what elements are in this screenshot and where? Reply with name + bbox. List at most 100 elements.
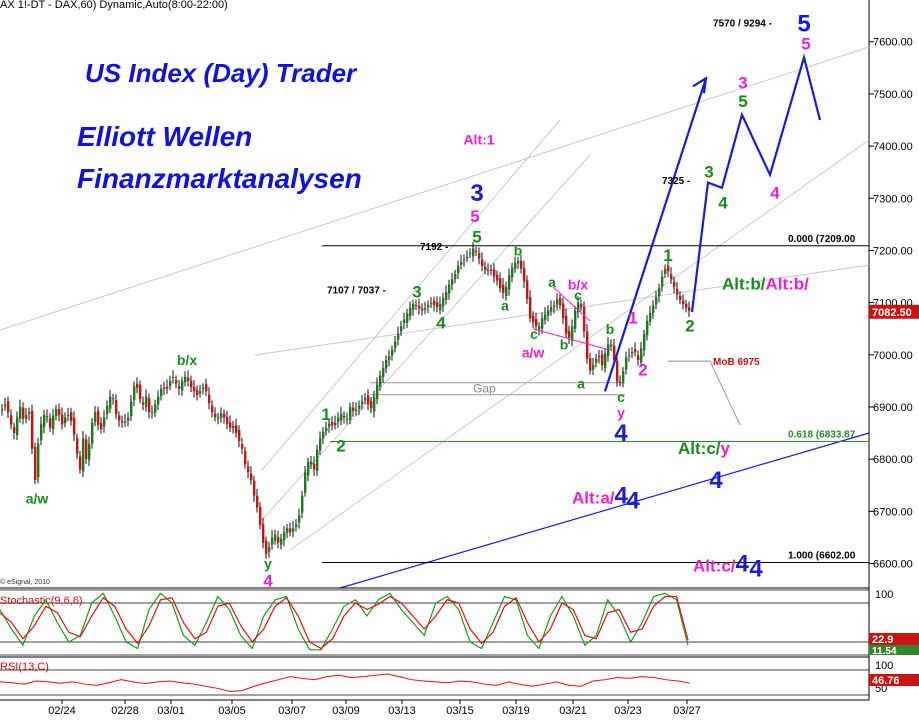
candle-body <box>100 422 103 430</box>
alt-wave-label-part: y <box>721 439 731 458</box>
candle-body <box>556 299 559 305</box>
rsi-value-box <box>869 674 919 686</box>
candle-body <box>469 253 472 255</box>
candle-body <box>262 524 265 543</box>
x-tick-label: 03/13 <box>388 705 416 717</box>
gap-label: Gap <box>473 382 496 396</box>
candle-body <box>370 401 373 409</box>
trend-channel-line <box>289 139 870 551</box>
candle-body <box>520 260 523 269</box>
candle-body <box>274 534 277 541</box>
wave-label: 4 <box>770 183 780 202</box>
last-price-label: 7082.50 <box>872 307 912 319</box>
candle-body <box>619 381 622 383</box>
stochastic-series-line <box>0 592 689 651</box>
wave-label: 1 <box>663 246 672 265</box>
candle-body <box>253 480 256 496</box>
price-level-label: 7570 / 9294 - <box>713 18 772 29</box>
stochastic-value-label: 22.9 <box>872 634 893 646</box>
candle-body <box>307 461 310 476</box>
candle-body <box>199 391 202 394</box>
candle-body <box>19 406 22 419</box>
candle-body <box>64 417 67 424</box>
x-tick-label: 03/01 <box>157 705 185 717</box>
wave-label: b <box>606 321 615 337</box>
candle-body <box>679 296 682 301</box>
candle-body <box>241 444 244 449</box>
candle-body <box>334 422 337 426</box>
candle-body <box>508 275 511 290</box>
candle-body <box>112 398 115 400</box>
candle-body <box>325 427 328 432</box>
wave-label: 4 <box>614 420 628 447</box>
candle-body <box>304 472 307 493</box>
candle-body <box>142 402 145 405</box>
candle-body <box>94 412 97 423</box>
wave-label: b <box>514 243 523 259</box>
wave-label: a/w <box>26 491 49 507</box>
wave-label: c <box>574 287 582 303</box>
candle-body <box>658 288 661 297</box>
x-tick-label: 03/05 <box>218 705 246 717</box>
stochastic-value-box-2 <box>869 645 919 655</box>
candle-body <box>298 515 301 523</box>
candle-body <box>448 284 451 294</box>
candle-body <box>484 266 487 271</box>
y-tick-label: 6800.00 <box>873 454 913 466</box>
candle-body <box>550 307 553 312</box>
candle-body <box>430 303 433 305</box>
candle-body <box>664 268 667 275</box>
candle-body <box>193 386 196 392</box>
candle-body <box>43 414 46 428</box>
x-tick-label: 03/09 <box>332 705 360 717</box>
y-tick-label: 7000.00 <box>873 350 913 362</box>
stochastic-series-line <box>0 595 689 650</box>
candle-body <box>31 410 34 449</box>
candle-body <box>232 425 235 428</box>
candle-body <box>178 386 181 389</box>
candle-body <box>352 407 355 411</box>
candle-body <box>22 407 25 419</box>
alt-wave-label-part: Alt:c/ <box>678 439 721 458</box>
mob-arrow <box>709 360 741 426</box>
candle-body <box>40 423 43 441</box>
candle-body <box>163 387 166 389</box>
candle-body <box>25 414 28 419</box>
candle-body <box>481 259 484 267</box>
candle-body <box>79 456 82 470</box>
candle-body <box>478 253 481 259</box>
fib-level-label: 1.000 (6602.00 <box>788 550 856 561</box>
candle-body <box>505 286 508 296</box>
candle-body <box>574 310 577 329</box>
candle-body <box>88 443 91 460</box>
candle-body <box>145 396 148 407</box>
candle-body <box>1 409 4 411</box>
candle-body <box>313 463 316 470</box>
candle-body <box>433 300 436 306</box>
long-term-trendline <box>339 432 870 589</box>
candle-body <box>544 314 547 321</box>
wave-label: 4 <box>263 571 273 590</box>
last-price-box <box>869 304 919 319</box>
candle-body <box>589 358 592 371</box>
wave-label: 4 <box>709 467 723 494</box>
candle-body <box>208 394 211 404</box>
candle-body <box>502 285 505 293</box>
candle-body <box>244 451 247 465</box>
candle-body <box>499 277 502 289</box>
y-tick-label: 6700.00 <box>873 506 913 518</box>
candle-body <box>586 331 589 359</box>
price-level-label: 7325 - <box>662 176 690 187</box>
candle-body <box>247 466 250 473</box>
candle-body <box>400 326 403 332</box>
x-tick-label: 03/23 <box>614 705 642 717</box>
wave-label: c <box>617 389 625 405</box>
candle-body <box>559 298 562 306</box>
rsi-title: RSI(13,C) <box>0 661 49 673</box>
candle-body <box>496 274 499 281</box>
candle-body <box>424 308 427 310</box>
candle-body <box>136 383 139 388</box>
candle-body <box>436 302 439 308</box>
candle-body <box>4 404 7 407</box>
